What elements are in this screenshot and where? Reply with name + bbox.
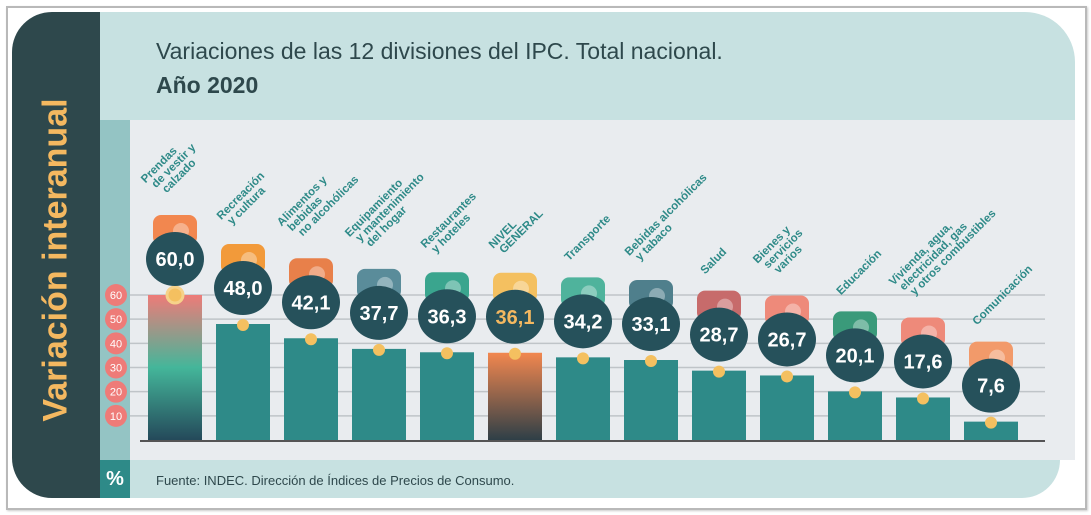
bar [828,391,882,440]
category-label-line: Bebidas alcohólicas [623,172,710,259]
bar-group: 60,0 Prendasde vestir ycalzado [139,134,207,440]
bar [692,370,746,440]
bar-top-dot [509,347,521,360]
bar [352,348,406,440]
category-label: Bebidas alcohólicasy tabaco [623,172,717,266]
data-label: 34,2 [564,311,603,333]
data-label: 26,7 [768,329,807,351]
y-tick-badge [105,380,127,403]
unit-label: % [100,460,130,498]
value-bubble [894,334,952,389]
bar [488,352,542,440]
bar-top-dot [917,392,929,405]
category-label: Recreacióny cultura [215,170,275,230]
bar-top-dot [781,370,793,383]
bar [624,360,678,440]
data-label: 20,1 [836,345,875,367]
bar-top-dot [577,352,589,365]
bar [284,338,338,440]
value-bubble [486,289,544,344]
bar-group: 36,3 Restaurantesy hoteles [418,191,487,440]
y-tick-badge [105,356,127,379]
bar-top-dot [237,319,249,331]
bar-group: 34,2 Transporte [554,213,613,440]
y-tick-label: 40 [110,338,122,350]
bar [556,357,610,440]
data-label: 48,0 [224,278,263,300]
value-bubble [622,297,680,352]
category-label: Salud [699,246,730,277]
data-label: 42,1 [292,292,331,314]
chart-title: Variaciones de las 12 divisiones del IPC… [156,38,723,64]
category-label: Bienes yserviciosvarios [751,219,813,281]
data-label: 33,1 [632,314,671,336]
data-label: 28,7 [700,325,739,347]
source-note: Fuente: INDEC. Dirección de Índices de P… [156,473,515,488]
category-label-line: y mantenimiento [354,171,427,244]
value-bubble [282,275,340,330]
y-tick-badge [105,308,127,331]
chart-subtitle: Año 2020 [156,72,259,98]
value-bubble [758,312,816,367]
bar-group: 36,1 NIVELGENERAL [486,200,546,440]
category-label-line: Salud [699,246,730,277]
bar-top-dot [645,355,657,368]
bar [148,295,202,440]
bar [216,324,270,440]
bar [760,375,814,440]
category-label-line: Transporte [563,213,614,264]
bar-group: 26,7 Bienes yserviciosvarios [751,219,816,440]
bar-top-dot [849,386,861,399]
bar-top-dot [713,365,725,378]
y-tick-badge [105,332,127,355]
bar-group: 28,7 Salud [690,246,748,440]
data-label: 37,7 [360,303,399,325]
y-tick-label: 60 [110,290,122,302]
value-bubble [554,294,612,349]
data-label: 36,1 [496,307,535,329]
y-tick-label: 20 [110,387,122,399]
value-bubble [350,285,408,340]
category-label: Prendasde vestir ycalzado [139,134,207,202]
bar-top-dot [373,343,385,356]
value-bubble [826,328,884,383]
bar-top-dot [305,333,317,346]
bar-group: 20,1 Educación [826,248,884,440]
value-bubble [962,358,1020,413]
y-tick-badge [105,404,127,427]
data-label: 17,6 [904,351,943,373]
category-label-line: Educación [835,248,885,298]
header: Variaciones de las 12 divisiones del IPC… [100,12,1075,120]
y-tick-badge [105,284,127,306]
data-label: 60,0 [156,249,195,271]
bar [896,397,950,440]
y-tick-label: 10 [110,411,122,423]
y-tick-label: 30 [110,363,122,375]
category-label: Educación [835,248,885,298]
bar-top-dot [985,416,997,429]
category-label: Vivienda, agua,electricidad, gasy otros … [887,192,998,303]
value-bubble [214,261,272,315]
bar-top-dot [441,347,453,360]
bar-group: 17,6 Vivienda, agua,electricidad, gasy ot… [887,192,999,440]
value-bubble [690,307,748,362]
bar [964,421,1018,440]
category-label: Restaurantesy hoteles [419,191,487,259]
y-tick-label: 50 [110,314,122,326]
data-label: 36,3 [428,306,467,328]
value-bubble [146,232,204,286]
bar-top-dot [165,285,185,305]
footer [100,460,1060,498]
side-panel [12,12,100,498]
value-bubble [418,289,476,344]
category-label: NIVELGENERAL [487,200,546,259]
bar-group: 48,0 Recreacióny cultura [214,170,275,440]
category-label: Transporte [563,213,614,264]
bar [420,352,474,440]
data-label: 7,6 [977,376,1005,398]
